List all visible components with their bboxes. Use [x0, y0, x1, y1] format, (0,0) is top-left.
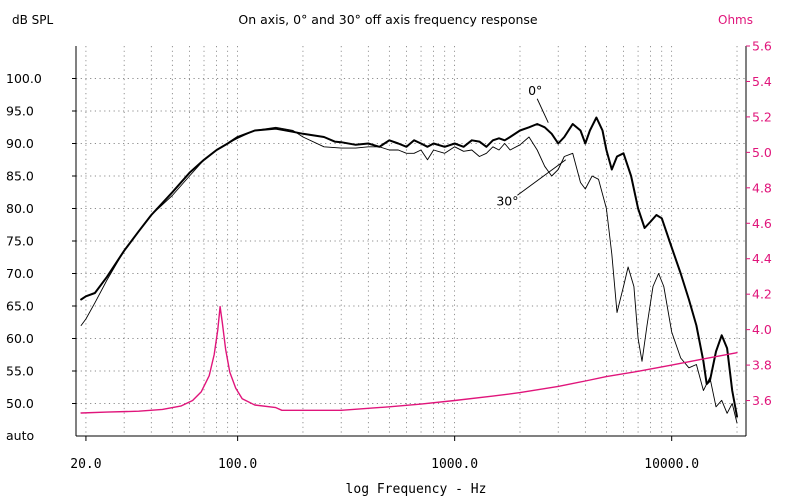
y-tick-label-right: 4.2	[752, 287, 772, 302]
annotation-0-deg-leader	[536, 98, 549, 123]
series-line-30-deg	[80, 126, 738, 424]
grid	[75, 46, 747, 437]
y-tick-label-auto: auto	[6, 428, 34, 443]
y-tick-label-right: 4.0	[752, 322, 772, 337]
y-tick-label-left: 70.0	[6, 266, 34, 281]
y-tick-label-right: 5.4	[752, 74, 772, 89]
y-tick-label-left: 60.0	[6, 331, 34, 346]
annotation-30-deg-leader	[517, 159, 567, 196]
tick-labels: 100.0 95.0 90.0 85.0 80.0 75.0 70.0 65.0 60.0 55.…	[6, 39, 772, 473]
series-line-0-deg	[80, 116, 738, 418]
x-tick-label: 1000.0	[431, 457, 478, 472]
x-axis-label: log Frequency - Hz	[346, 482, 487, 497]
y-tick-label-left: 85.0	[6, 169, 34, 184]
x-tick-label: 10000.0	[644, 457, 699, 472]
y-tick-label-right: 3.6	[752, 393, 772, 408]
annotations: 0° 30°	[496, 83, 567, 208]
x-tick-label: 100.0	[218, 457, 257, 472]
y-tick-label-left: 55.0	[6, 364, 34, 379]
y-axis-right-label: Ohms	[718, 13, 753, 27]
y-tick-label-right: 4.4	[752, 251, 772, 266]
y-tick-label-left: 65.0	[6, 299, 34, 314]
y-tick-label-right: 4.6	[752, 216, 772, 231]
annotation-30-deg: 30°	[496, 193, 518, 208]
y-tick-label-right: 5.0	[752, 145, 772, 160]
y-axis-left-label: dB SPL	[12, 13, 54, 27]
y-tick-label-left: 75.0	[6, 234, 34, 249]
y-tick-label-right: 5.2	[752, 109, 772, 124]
series-line-impedance	[80, 305, 738, 414]
y-tick-label-left: 95.0	[6, 104, 34, 119]
chart-title: On axis, 0° and 30° off axis frequency r…	[238, 12, 538, 27]
y-tick-label-right: 5.6	[752, 39, 772, 54]
y-tick-label-right: 4.8	[752, 180, 772, 195]
y-tick-label-left: 50.0	[6, 396, 34, 411]
y-tick-label-right: 3.8	[752, 358, 772, 373]
y-tick-label-left: 100.0	[6, 71, 42, 86]
series-layer	[80, 116, 738, 424]
y-tick-label-left: 80.0	[6, 201, 34, 216]
x-tick-label: 20.0	[70, 457, 101, 472]
y-tick-label-left: 90.0	[6, 136, 34, 151]
annotation-0-deg: 0°	[528, 83, 542, 98]
